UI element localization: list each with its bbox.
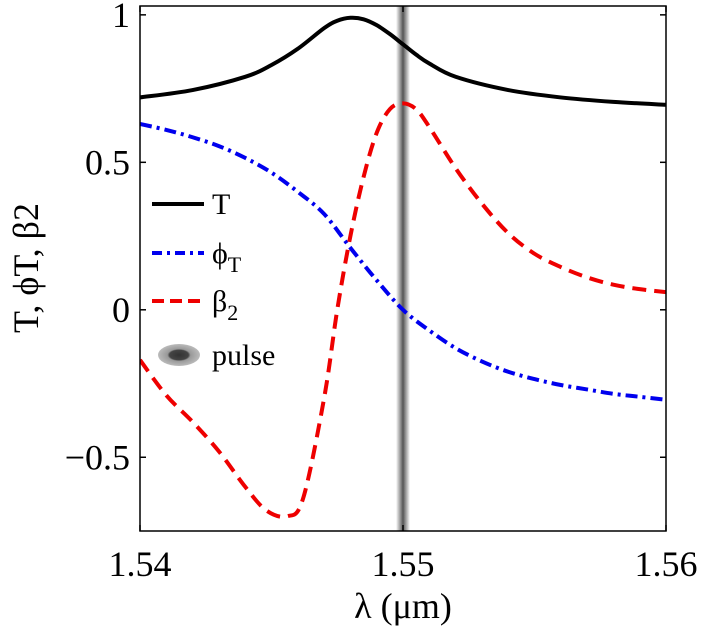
series-line-2 <box>140 101 666 519</box>
y-tick-label: 0 <box>112 290 130 330</box>
series-line-t <box>140 122 666 402</box>
y-tick-label: 0.5 <box>85 142 130 182</box>
x-tick-label: 1.54 <box>109 544 172 584</box>
y-axis-label: T, ϕT, β2 <box>6 203 46 333</box>
x-axis-label: λ (μm) <box>354 586 452 626</box>
x-tick-label: 1.55 <box>372 544 435 584</box>
legend-pulse-icon <box>158 344 200 366</box>
legend-label: T <box>212 188 230 221</box>
y-tick-label: −0.5 <box>65 437 130 477</box>
legend: TϕT β2 pulse <box>152 188 275 372</box>
x-tick-label: 1.56 <box>635 544 698 584</box>
pulse-band <box>396 6 410 531</box>
series-line-t <box>140 15 666 107</box>
svg-text:T, ϕT, β2: T, ϕT, β2 <box>6 203 46 333</box>
legend-label: β2 <box>212 285 238 325</box>
legend-label: ϕT <box>212 237 242 277</box>
y-tick-label: 1 <box>112 0 130 35</box>
legend-label-pulse: pulse <box>212 339 275 372</box>
